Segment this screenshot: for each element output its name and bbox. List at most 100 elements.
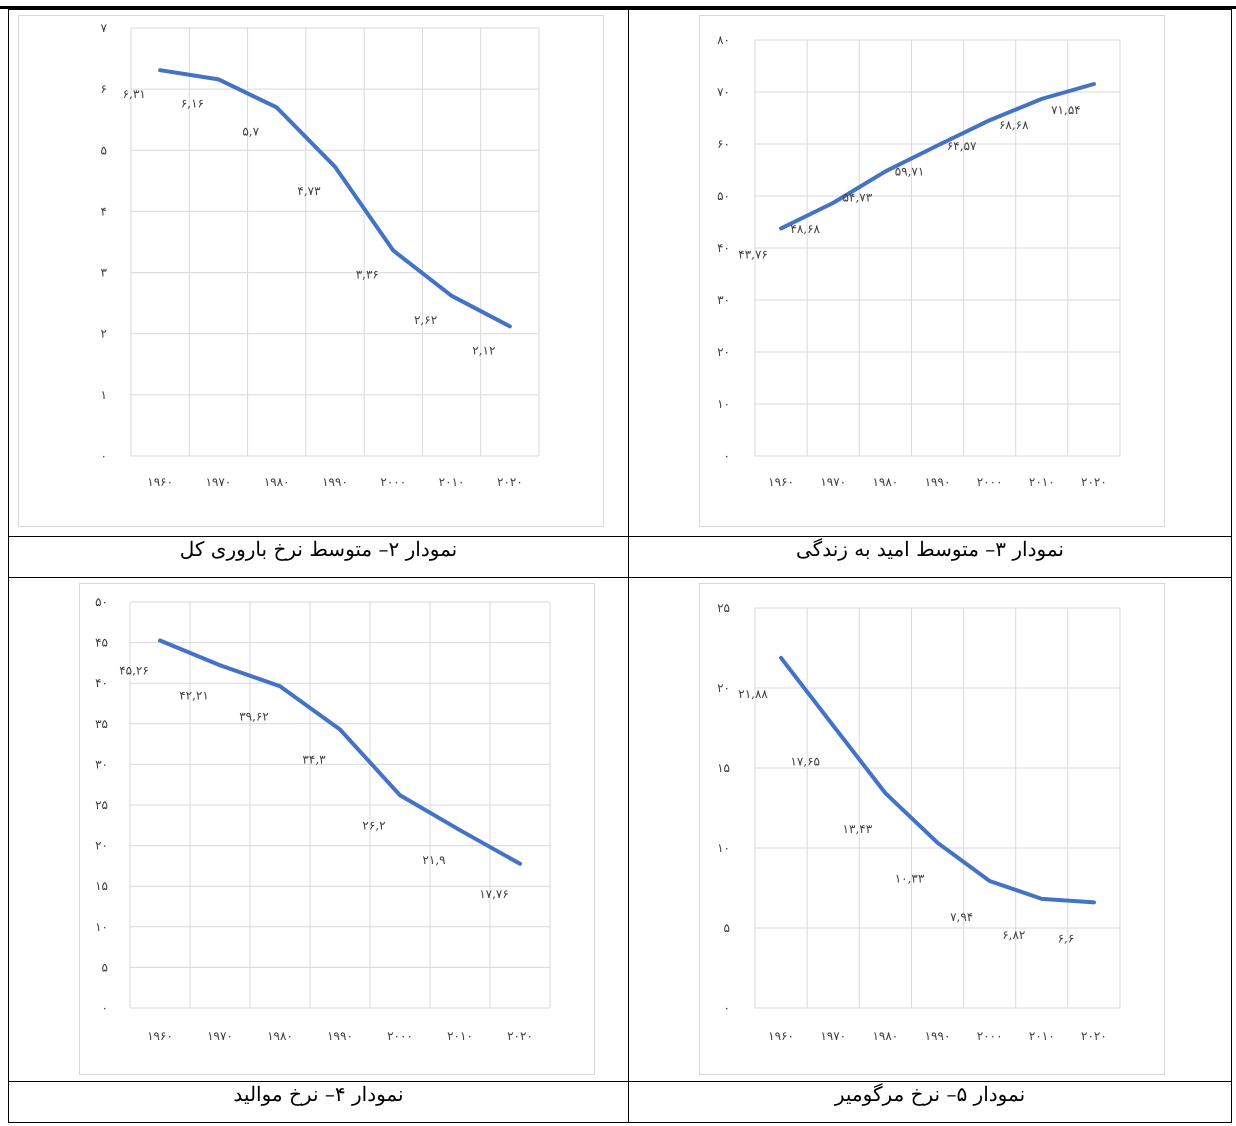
y-tick-label: ۵ (102, 960, 108, 974)
top-rule (0, 6, 1236, 9)
y-tick-label: ۲۰ (717, 681, 730, 695)
x-tick-label: ۱۹۹۰ (925, 475, 951, 489)
x-tick-label: ۱۹۶۰ (768, 475, 794, 489)
y-tick-label: ۸۰ (717, 33, 730, 47)
data-label: ۱۳,۴۳ (843, 822, 873, 836)
x-tick-label: ۱۹۶۰ (768, 1029, 794, 1043)
data-label: ۶,۸۲ (1002, 928, 1025, 942)
x-tick-label: ۱۹۹۰ (925, 1029, 951, 1043)
x-tick-label: ۱۹۷۰ (820, 475, 846, 489)
x-tick-label: ۲۰۲۰ (1081, 475, 1107, 489)
fertility-chart: ۰ ۱ ۲ ۳ ۴ ۵ ۶ ۷ ۱۹۶۰ ۱۹۷۰ ۱۹۸۰ ۱۹۹۰ ۲۰۰۰ ۲۰۱۰ ۲۰۲۰ ۶,۳۱… (101, 21, 540, 489)
life-expectancy-chart: ۰ ۱۰ ۲۰ ۳۰ ۴۰ ۵۰ ۶۰ ۷۰ ۸۰ ۱۹۶۰ ۱۹۷۰ ۱۹۸۰ ۱۹۹۰ ۲۰۰۰ ۲۰۱… (717, 33, 1121, 489)
x-tick-label: ۱۹۷۰ (206, 475, 232, 489)
data-label: ۳۹,۶۲ (239, 709, 269, 723)
y-tick-label: ۲۰ (95, 839, 108, 853)
y-tick-label: ۶۰ (717, 137, 730, 151)
data-label: ۲,۶۲ (414, 313, 437, 327)
data-label: ۷,۹۴ (950, 910, 973, 924)
y-tick-label: ۵۰ (717, 189, 730, 203)
y-tick-label: ۳۵ (95, 717, 108, 731)
cell-death-rate-chart: ۰ ۵ ۱۰ ۱۵ ۲۰ ۲۵ ۱۹۶۰ ۱۹۷۰ ۱۹۸۰ ۱۹۹۰ ۲۰۰۰ ۲۰۱۰ ۲۰۲۰ ۲۱… (628, 577, 1232, 1082)
x-tick-label: ۲۰۰۰ (380, 475, 406, 489)
x-tick-label: ۲۰۱۰ (447, 1029, 473, 1043)
x-tick-label: ۲۰۰۰ (977, 1029, 1003, 1043)
caption-death-rate: نمودار ۵– نرخ مرگومیر (628, 1081, 1232, 1123)
y-tick-label: ۴۵ (95, 636, 108, 650)
death-rate-chart: ۰ ۵ ۱۰ ۱۵ ۲۰ ۲۵ ۱۹۶۰ ۱۹۷۰ ۱۹۸۰ ۱۹۹۰ ۲۰۰۰ ۲۰۱۰ ۲۰۲۰ ۲۱… (717, 601, 1121, 1043)
y-tick-label: ۲ (101, 327, 107, 341)
y-tick-label: ۵ (101, 143, 107, 157)
charts-table: ۰ ۱ ۲ ۳ ۴ ۵ ۶ ۷ ۱۹۶۰ ۱۹۷۰ ۱۹۸۰ ۱۹۹۰ ۲۰۰۰ ۲۰۱۰ ۲۰۲۰ ۶,۳۱… (8, 9, 1232, 1123)
y-tick-label: ۴۰ (95, 676, 108, 690)
x-tick-label: ۲۰۲۰ (497, 475, 523, 489)
y-tick-label: ۲۵ (717, 601, 730, 615)
series-line (779, 655, 1096, 905)
data-label: ۱۷,۷۶ (479, 887, 509, 901)
y-tick-label: ۲۰ (717, 345, 730, 359)
x-tick-label: ۱۹۹۰ (327, 1029, 353, 1043)
data-label: ۴۳,۷۶ (738, 247, 768, 261)
x-tick-label: ۲۰۰۰ (977, 475, 1003, 489)
data-label: ۶,۶ (1058, 931, 1075, 945)
birth-rate-chart-frame: ۰ ۵ ۱۰ ۱۵ ۲۰ ۲۵ ۳۰ ۳۵ ۴۰ ۴۵ ۵۰ ۱۹۶۰ ۱۹۷۰ ۱۹۸۰ ۱۹۹۰ ۲۰۰۰… (79, 583, 595, 1075)
data-label: ۳,۳۶ (356, 268, 379, 282)
series-line (158, 68, 512, 329)
y-tick-label: ۱ (101, 388, 107, 402)
y-tick-label: ۶ (101, 82, 107, 96)
cell-life-expectancy-chart: ۰ ۱۰ ۲۰ ۳۰ ۴۰ ۵۰ ۶۰ ۷۰ ۸۰ ۱۹۶۰ ۱۹۷۰ ۱۹۸۰ ۱۹۹۰ ۲۰۰۰ ۲۰۱… (628, 9, 1232, 537)
x-tick-label: ۱۹۷۰ (207, 1029, 233, 1043)
data-label: ۷۱,۵۴ (1051, 103, 1081, 117)
data-label: ۵۴,۷۳ (843, 190, 873, 204)
y-tick-label: ۴۰ (717, 241, 730, 255)
y-tick-label: ۰ (102, 1001, 108, 1015)
data-label: ۴,۷۳ (297, 184, 321, 198)
x-tick-label: ۱۹۸۰ (872, 1029, 898, 1043)
data-label: ۴۲,۲۱ (179, 688, 209, 702)
data-label: ۲,۱۲ (472, 343, 495, 357)
y-tick-label: ۰ (724, 449, 730, 463)
data-label: ۴۵,۲۶ (119, 663, 149, 677)
y-tick-label: ۳۰ (95, 757, 108, 771)
y-tick-label: ۱۰ (95, 920, 108, 934)
y-tick-label: ۳ (101, 266, 108, 280)
y-tick-label: ۵ (724, 921, 730, 935)
y-tick-label: ۲۵ (95, 798, 108, 812)
series-line (779, 81, 1096, 231)
data-label: ۶,۳۱ (123, 87, 146, 101)
fertility-chart-frame: ۰ ۱ ۲ ۳ ۴ ۵ ۶ ۷ ۱۹۶۰ ۱۹۷۰ ۱۹۸۰ ۱۹۹۰ ۲۰۰۰ ۲۰۱۰ ۲۰۲۰ ۶,۳۱… (18, 15, 604, 527)
y-tick-label: ۱۵ (717, 761, 730, 775)
x-tick-label: ۲۰۰۰ (387, 1029, 413, 1043)
y-tick-label: ۰ (101, 449, 107, 463)
x-tick-label: ۱۹۹۰ (322, 475, 348, 489)
data-label: ۱۷,۶۵ (790, 755, 820, 769)
caption-fertility: نمودار ۲– متوسط نرخ باروری کل (8, 536, 629, 578)
x-tick-label: ۱۹۸۰ (872, 475, 898, 489)
cell-birth-rate-chart: ۰ ۵ ۱۰ ۱۵ ۲۰ ۲۵ ۳۰ ۳۵ ۴۰ ۴۵ ۵۰ ۱۹۶۰ ۱۹۷۰ ۱۹۸۰ ۱۹۹۰ ۲۰۰۰… (8, 577, 629, 1082)
y-tick-label: ۳۰ (717, 293, 730, 307)
x-tick-label: ۱۹۶۰ (147, 1029, 173, 1043)
data-label: ۵۹,۷۱ (895, 165, 925, 179)
x-tick-label: ۲۰۲۰ (507, 1029, 533, 1043)
y-tick-label: ۴ (101, 204, 107, 218)
x-tick-label: ۱۹۷۰ (820, 1029, 846, 1043)
caption-life-expectancy: نمودار ۳– متوسط امید به زندگی (628, 536, 1232, 578)
x-tick-label: ۱۹۶۰ (147, 475, 173, 489)
data-label: ۳۴,۳ (302, 752, 326, 766)
life-expectancy-chart-frame: ۰ ۱۰ ۲۰ ۳۰ ۴۰ ۵۰ ۶۰ ۷۰ ۸۰ ۱۹۶۰ ۱۹۷۰ ۱۹۸۰ ۱۹۹۰ ۲۰۰۰ ۲۰۱… (699, 15, 1165, 527)
data-label: ۶۸,۶۸ (999, 118, 1029, 132)
x-tick-label: ۱۹۸۰ (264, 475, 290, 489)
y-tick-label: ۰ (724, 1001, 730, 1015)
y-tick-label: ۷۰ (717, 85, 730, 99)
cell-fertility-chart: ۰ ۱ ۲ ۳ ۴ ۵ ۶ ۷ ۱۹۶۰ ۱۹۷۰ ۱۹۸۰ ۱۹۹۰ ۲۰۰۰ ۲۰۱۰ ۲۰۲۰ ۶,۳۱… (8, 9, 629, 537)
x-tick-label: ۱۹۸۰ (267, 1029, 293, 1043)
y-tick-label: ۱۰ (717, 841, 730, 855)
x-tick-label: ۲۰۱۰ (1029, 475, 1055, 489)
x-tick-label: ۲۰۱۰ (1029, 1029, 1055, 1043)
x-tick-label: ۲۰۲۰ (1081, 1029, 1107, 1043)
data-label: ۴۸,۶۸ (790, 222, 820, 236)
data-label: ۵,۷ (242, 124, 259, 138)
caption-birth-rate: نمودار ۴– نرخ موالید (8, 1081, 629, 1123)
data-label: ۶۴,۵۷ (947, 139, 977, 153)
y-tick-label: ۷ (101, 21, 108, 35)
